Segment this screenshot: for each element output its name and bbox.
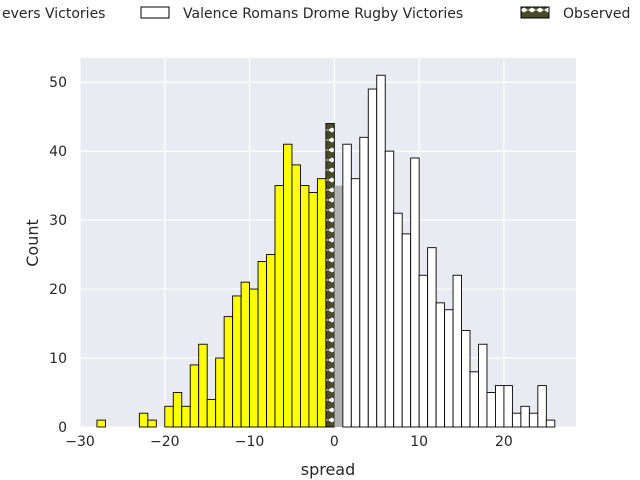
histogram-bar (469, 371, 479, 428)
legend: evers Victories Valence Romans Drome Rugb… (2, 6, 630, 22)
histogram-bar (486, 392, 496, 428)
histogram-bar (461, 329, 471, 428)
histogram-bar (367, 88, 378, 428)
histogram-bar (172, 392, 183, 428)
histogram-bar (359, 136, 369, 428)
histogram-bar (520, 405, 530, 428)
histogram-bar (495, 385, 505, 428)
legend-label: Valence Romans Drome Rugby Victories (183, 6, 463, 22)
y-tick-label: 40 (49, 144, 67, 160)
legend-label: evers Victories (2, 6, 105, 22)
histogram-bar (291, 164, 301, 428)
x-tick-label: −10 (235, 434, 265, 450)
y-tick-label: 20 (49, 282, 67, 298)
histogram-bar (206, 398, 217, 428)
histogram-bar (393, 212, 403, 428)
x-tick-label: 0 (330, 434, 339, 450)
histogram-bar (198, 343, 208, 428)
legend-swatch (140, 6, 170, 19)
histogram-bar (427, 247, 437, 428)
y-tick-label: 50 (49, 75, 67, 91)
histogram-bar (138, 412, 149, 428)
y-axis-label: Count (23, 219, 42, 267)
histogram-bars (96, 74, 556, 428)
histogram-bar (401, 233, 412, 428)
histogram-bar (350, 178, 361, 428)
legend-label: Observed (563, 6, 630, 22)
histogram-bar (444, 309, 454, 428)
histogram-bar (308, 192, 318, 428)
histogram-bar (342, 143, 352, 428)
histogram-bar (147, 419, 157, 428)
histogram-bar (545, 419, 556, 428)
x-axis-label: spread (301, 460, 356, 479)
histogram-bar (215, 357, 225, 428)
histogram-bar (189, 364, 200, 428)
histogram-bar (511, 412, 522, 428)
y-tick-label: 10 (49, 351, 67, 367)
histogram-bar (384, 150, 395, 428)
histogram-bar (249, 288, 259, 428)
histogram-bar (334, 185, 343, 427)
histogram-bar (164, 405, 174, 428)
histogram-bar (528, 412, 539, 428)
histogram-bar (299, 185, 310, 428)
y-axis-ticks: 0 10 20 30 40 50 (49, 75, 67, 436)
histogram-bar (181, 405, 191, 428)
histogram-bar (376, 74, 386, 428)
histogram-bar (316, 178, 327, 428)
legend-swatch (520, 6, 550, 19)
histogram-bar (240, 281, 251, 428)
histogram-bar (452, 274, 462, 428)
histogram-bar (283, 143, 293, 428)
histogram-bar (325, 123, 335, 428)
y-tick-label: 30 (49, 213, 67, 229)
histogram-bar (274, 185, 284, 428)
x-tick-label: −20 (150, 434, 180, 450)
histogram-bar (478, 343, 488, 428)
x-tick-label: 20 (495, 434, 513, 450)
x-tick-label: −30 (65, 434, 95, 450)
histogram-bar (435, 302, 446, 428)
histogram-bar (418, 274, 429, 428)
x-axis-ticks: −30 −20 −10 0 10 20 (65, 434, 513, 450)
histogram-bar (232, 295, 242, 428)
histogram-bar (96, 419, 106, 428)
histogram-bar (503, 385, 513, 428)
histogram-bar (223, 316, 234, 428)
histogram-bar (257, 261, 267, 428)
histogram-bar (537, 385, 547, 428)
histogram-bar (266, 254, 276, 428)
x-tick-label: 10 (410, 434, 428, 450)
y-tick-label: 0 (58, 420, 67, 436)
histogram-bar (410, 157, 420, 428)
